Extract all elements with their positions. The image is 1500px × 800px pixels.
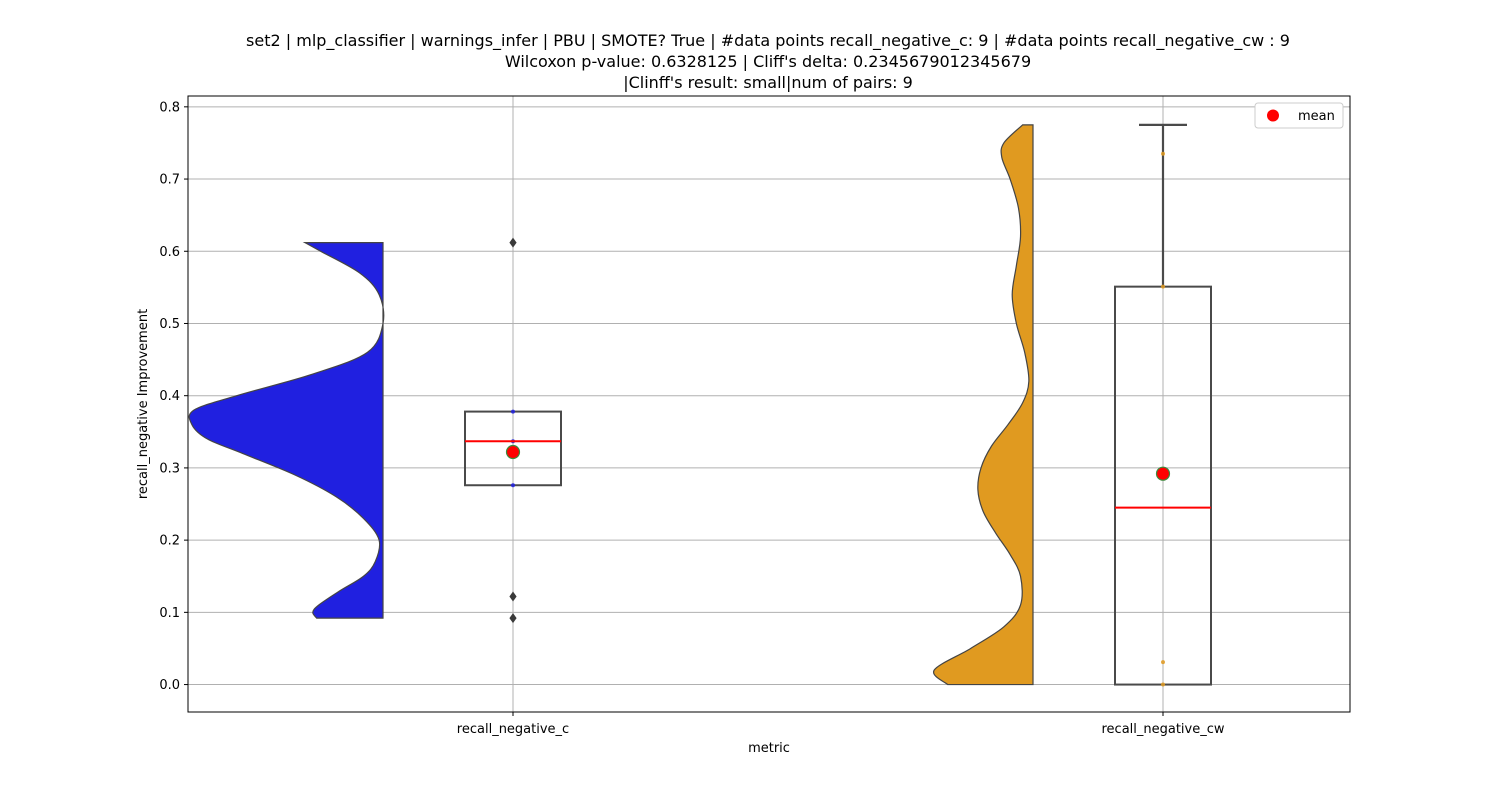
title-line-3: |Clinff's result: small|num of pairs: 9 [623, 73, 913, 92]
title-line-2: Wilcoxon p-value: 0.6328125 | Cliff's de… [505, 52, 1031, 71]
violin-recall_negative_cw [933, 124, 1034, 686]
axis-ticks: 0.0 0.1 0.2 0.3 0.4 0.5 0.6 0.7 0.8 recall_negati… [159, 100, 1225, 737]
y-tick-label: 0.4 [159, 389, 180, 404]
mean-marker [505, 444, 521, 460]
y-tick-label: 0.6 [159, 245, 180, 260]
x-tick-label: recall_negative_c [457, 722, 569, 737]
y-tick-label: 0.3 [159, 461, 180, 476]
y-tick-label: 0.0 [159, 678, 180, 693]
x-tick-label: recall_negative_cw [1101, 722, 1224, 737]
legend-mean-marker [1267, 109, 1279, 122]
plot-frame [187, 95, 1351, 713]
data-point [511, 483, 515, 488]
plot-marks [188, 123, 1212, 687]
data-point [1161, 151, 1165, 156]
y-tick-label: 0.1 [159, 606, 180, 621]
violin-recall_negative_c [188, 241, 385, 619]
y-tick-label: 0.8 [159, 100, 180, 115]
legend: mean [1254, 102, 1344, 129]
mean-marker [1155, 466, 1171, 481]
y-tick-label: 0.5 [159, 317, 180, 332]
y-tick-label: 0.7 [159, 173, 180, 188]
chart-title: set2 | mlp_classifier | warnings_infer |… [246, 31, 1290, 92]
outlier-marker [509, 591, 517, 602]
data-point [1161, 682, 1165, 687]
y-tick-label: 0.2 [159, 534, 180, 549]
title-line-1: set2 | mlp_classifier | warnings_infer |… [246, 31, 1290, 51]
y-axis-label: recall_negative Improvement [136, 309, 151, 499]
legend-box [1254, 102, 1344, 129]
outlier-marker [509, 613, 517, 624]
data-point [1161, 660, 1165, 665]
data-point [1161, 284, 1165, 289]
x-axis-label: metric [748, 741, 790, 756]
legend-mean-label: mean [1298, 109, 1335, 124]
outlier-marker [509, 237, 517, 248]
data-point [511, 409, 515, 414]
